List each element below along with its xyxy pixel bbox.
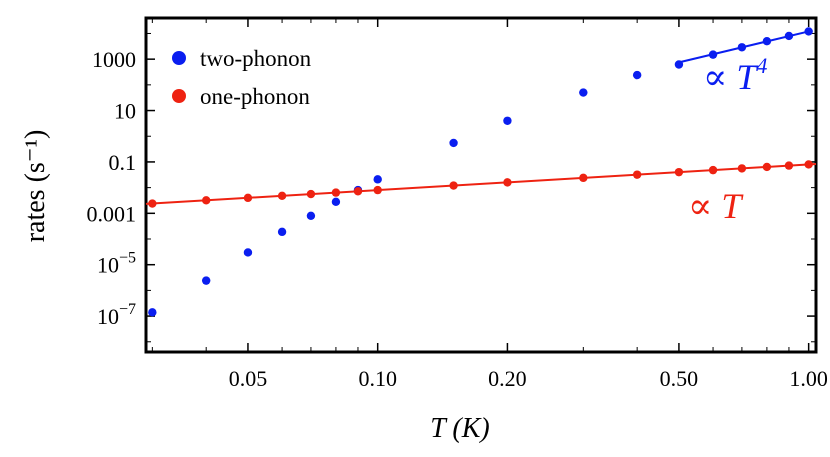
one-phonon-point [331, 188, 341, 197]
one-phonon-point [243, 193, 253, 203]
y-axis-label: rates (s⁻¹) [20, 130, 51, 243]
data-points [148, 27, 813, 317]
one-phonon-point [306, 189, 316, 199]
one-phonon-point [353, 187, 363, 196]
one-phonon-point [804, 160, 813, 169]
one-phonon-point [449, 181, 458, 190]
one-phonon-point [503, 178, 512, 187]
fit-T-line [145, 162, 817, 205]
annotation-T: ∝ T [688, 186, 744, 226]
two-phonon-point [784, 31, 794, 41]
y-tick-label: 10−5 [97, 250, 136, 278]
two-phonon-point [306, 211, 316, 221]
two-phonon-point [148, 308, 157, 317]
one-phonon-point [579, 173, 588, 183]
legend-marker-two-phonon [172, 51, 186, 65]
y-tick-label: 1000 [92, 47, 136, 72]
two-phonon-point [804, 27, 813, 36]
two-phonon-point [674, 60, 684, 69]
annotation-T4: ∝ T4 [703, 53, 767, 97]
legend: two-phonon one-phonon [172, 46, 312, 109]
x-axis-label: T (K) [430, 413, 489, 444]
two-phonon-point [373, 175, 382, 184]
x-tick-label: 0.50 [660, 366, 699, 391]
two-phonon-point [503, 116, 512, 125]
two-phonon-point [201, 276, 211, 285]
ticks: 0.05 0.10 0.20 0.50 1.00 10−7 10−5 0.001 0.1 10 10… [87, 18, 828, 391]
two-phonon-point [277, 227, 287, 237]
two-phonon-point [737, 43, 747, 52]
one-phonon-point [784, 161, 794, 170]
legend-marker-one-phonon [172, 89, 186, 103]
x-tick-label: 0.10 [358, 366, 397, 391]
one-phonon-point [148, 199, 157, 208]
one-phonon-point [762, 162, 772, 172]
one-phonon-point [737, 164, 747, 173]
one-phonon-point [708, 165, 718, 175]
x-tick-label: 0.05 [229, 366, 268, 391]
legend-label-two-phonon: two-phonon [200, 46, 312, 71]
plot-frame [144, 16, 818, 354]
two-phonon-point [331, 197, 341, 207]
legend-label-one-phonon: one-phonon [200, 84, 310, 109]
two-phonon-point [632, 70, 642, 80]
x-tick-label: 1.00 [789, 366, 828, 391]
one-phonon-point [201, 196, 211, 205]
one-phonon-point [277, 191, 287, 201]
y-tick-label: 0.1 [109, 150, 137, 175]
x-tick-label: 0.20 [488, 366, 527, 391]
two-phonon-point [708, 50, 718, 59]
one-phonon-point [674, 167, 684, 177]
one-phonon-point [373, 185, 382, 195]
y-tick-label: 0.001 [87, 201, 137, 226]
y-tick-label: 10−7 [97, 301, 136, 329]
two-phonon-point [449, 138, 458, 148]
one-phonon-point [632, 170, 642, 179]
two-phonon-point [762, 37, 772, 46]
two-phonon-point [579, 88, 588, 97]
y-tick-label: 10 [114, 99, 136, 124]
two-phonon-point [243, 248, 253, 257]
